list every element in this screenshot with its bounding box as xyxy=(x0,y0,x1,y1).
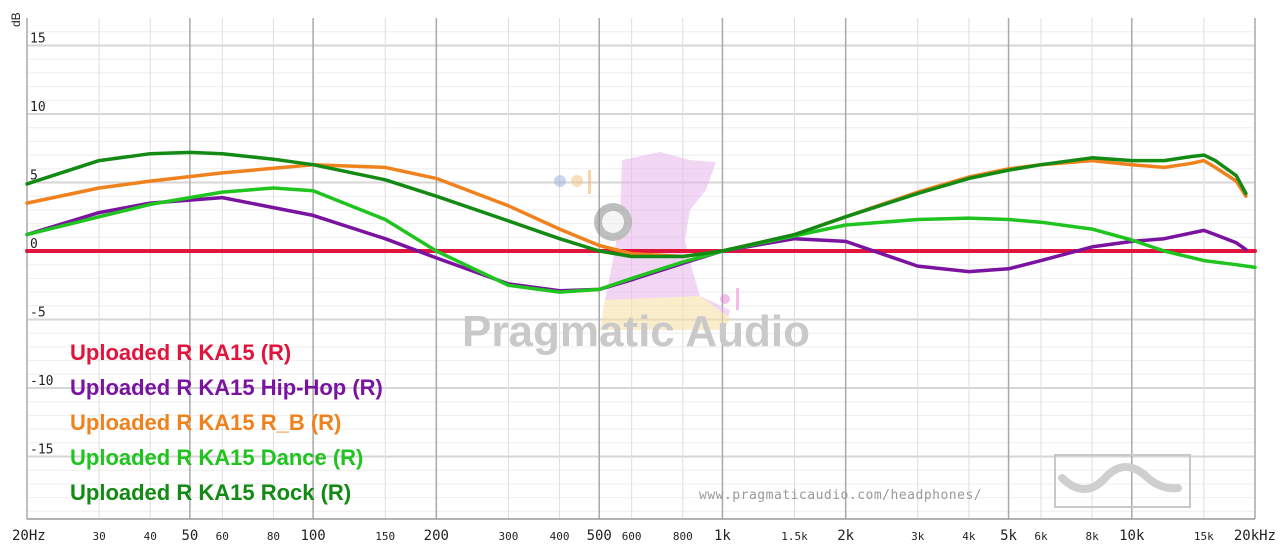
x-tick-label: 300 xyxy=(498,530,518,543)
y-tick-label: -15 xyxy=(30,443,53,458)
y-axis-label: dB xyxy=(9,12,23,27)
legend-item-stock: Uploaded R KA15 (R) xyxy=(70,340,292,365)
x-tick-label: 5k xyxy=(1000,528,1017,544)
watermark-logo xyxy=(554,152,739,330)
legend-item-hiphop: Uploaded R KA15 Hip-Hop (R) xyxy=(70,375,383,400)
y-tick-label: 5 xyxy=(30,169,38,184)
x-tick-label: 8k xyxy=(1085,530,1099,543)
x-tick-label: 30 xyxy=(92,530,105,543)
legend-item-rock: Uploaded R KA15 Rock (R) xyxy=(70,480,352,505)
x-tick-label: 50 xyxy=(181,528,198,544)
series-line-3 xyxy=(25,186,1257,294)
x-tick-label: 200 xyxy=(424,528,449,544)
x-tick-label: 6k xyxy=(1034,530,1048,543)
legend: Uploaded R KA15 (R) Uploaded R KA15 Hip-… xyxy=(70,335,383,510)
legend-item-rnb: Uploaded R KA15 R_B (R) xyxy=(70,410,342,435)
x-tick-label: 3k xyxy=(911,530,925,543)
y-tick-label: -10 xyxy=(30,374,53,389)
x-tick-label: 80 xyxy=(267,530,280,543)
y-tick-label: -5 xyxy=(30,306,46,321)
x-tick-label: 15k xyxy=(1194,530,1214,543)
x-tick-label: 1k xyxy=(714,528,731,544)
x-tick-label: 400 xyxy=(550,530,570,543)
watermark-brand: Pragmatic Audio xyxy=(462,307,810,356)
x-tick-label: 2k xyxy=(837,528,854,544)
x-tick-label: 60 xyxy=(216,530,229,543)
x-tick-label: 1.5k xyxy=(781,530,808,543)
y-tick-label: 0 xyxy=(30,237,38,252)
watermark-url: www.pragmaticaudio.com/headphones/ xyxy=(699,488,983,503)
x-tick-label: 4k xyxy=(962,530,976,543)
x-tick-label: 600 xyxy=(622,530,642,543)
series-lines xyxy=(25,150,1257,294)
corner-logo xyxy=(1054,454,1191,508)
x-tick-label: 150 xyxy=(375,530,395,543)
x-tick-label: 40 xyxy=(144,530,157,543)
series-line-4 xyxy=(25,150,1248,259)
axis-labels: 20Hz 30 40 50 60 80 100 150 200 300 400 500 600 800 1k… xyxy=(12,32,1276,545)
x-tick-label: 500 xyxy=(587,528,612,544)
x-tick-label: 20kHz xyxy=(1234,528,1276,544)
x-tick-label: 800 xyxy=(673,530,693,543)
x-tick-label: 10k xyxy=(1119,528,1145,544)
legend-item-dance: Uploaded R KA15 Dance (R) xyxy=(70,445,364,470)
x-tick-label: 100 xyxy=(300,528,325,544)
y-tick-label: 10 xyxy=(30,100,46,115)
x-tick-label: 20Hz xyxy=(12,528,46,544)
y-tick-label: 15 xyxy=(30,32,46,47)
